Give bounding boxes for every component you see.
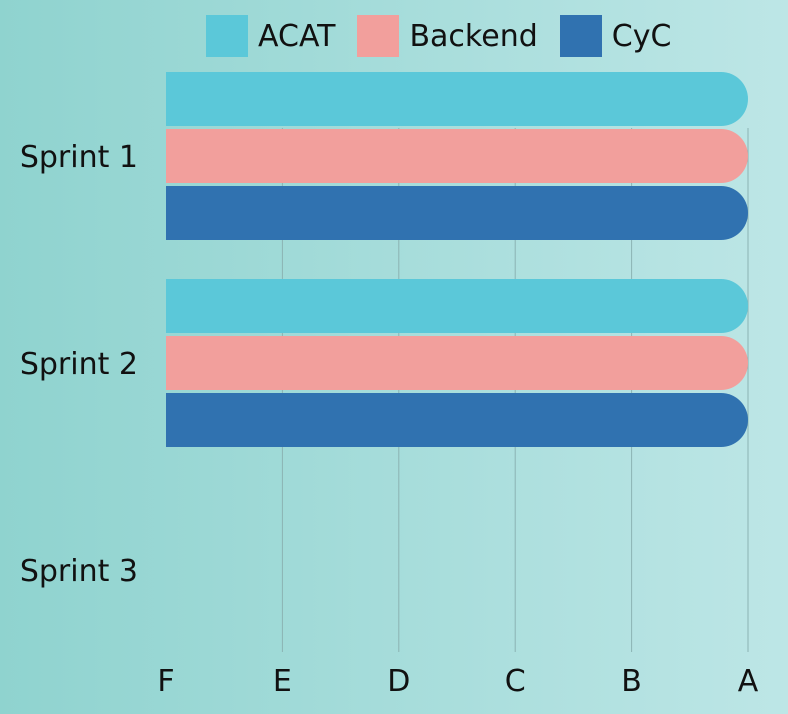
legend-label: CyC [611,18,672,54]
y-tick-label: Sprint 1 [20,140,138,175]
bar-cyc-sprint-1 [166,186,748,240]
legend-label: ACAT [258,18,336,54]
legend-label: Backend [409,18,538,54]
legend-swatch [206,15,248,57]
legend-item-cyc: CyC [559,15,672,57]
x-tick-label: D [387,664,410,699]
legend-swatch [357,15,400,57]
bar-acat-sprint-1 [166,72,748,126]
legend-item-backend: Backend [357,15,538,57]
bar-acat-sprint-2 [166,279,748,333]
legend-swatch [559,15,602,57]
y-tick-label: Sprint 2 [20,347,138,382]
x-tick-label: C [505,664,526,699]
legend: ACAT Backend CyC [206,14,671,58]
x-tick-label: B [621,664,642,699]
bar-backend-sprint-1 [166,129,748,183]
x-tick-label: E [273,664,292,699]
y-tick-label: Sprint 3 [20,554,138,589]
x-tick-label: A [738,664,759,699]
bar-backend-sprint-2 [166,336,748,390]
bar-cyc-sprint-2 [166,393,748,447]
x-tick-label: F [157,664,174,699]
legend-item-acat: ACAT [206,15,335,57]
